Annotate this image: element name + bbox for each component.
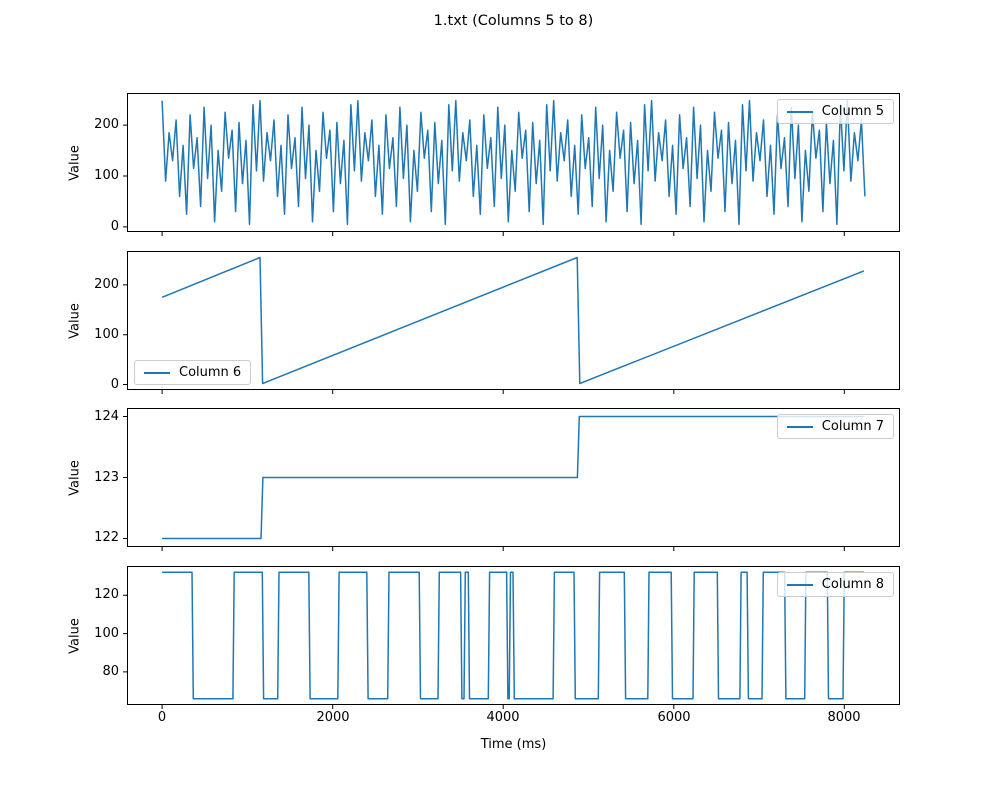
y-tick-label: 123 [94,470,119,485]
tick-marks [123,124,845,236]
line-chart-column-5 [123,99,866,236]
legend-label: Column 7 [821,419,884,434]
x-tick-label: 0 [157,710,167,725]
subplot-column-5: Value Column 5 0 100 200 [68,93,900,236]
y-tick-label: 100 [94,626,119,641]
figure-title: 1.txt (Columns 5 to 8) [433,13,594,29]
y-tick-label: 200 [94,277,119,292]
subplot-column-7: Value Column 7 122 123 124 [68,408,900,551]
x-tick-label: 4000 [486,710,520,725]
x-tick-label: 6000 [657,710,691,725]
y-tick-label: 124 [94,409,119,424]
x-tick-label: 2000 [316,710,350,725]
subplot-column-6: Value Column 6 0 100 200 [68,251,900,394]
tick-marks [123,416,845,551]
line-chart-column-7 [123,415,864,551]
y-tick-label: 100 [94,327,119,342]
line-chart-column-8 [123,571,864,709]
legend: Column 8 [776,572,894,597]
legend-label: Column 6 [179,365,242,380]
legend-label: Column 8 [821,577,884,592]
y-tick-label: 100 [94,168,119,183]
legend: Column 5 [776,99,894,124]
data-line [162,415,864,540]
tick-marks [123,594,845,709]
legend-line-sample [144,371,170,374]
data-line [161,99,866,226]
legend-line-sample [786,110,813,113]
x-tick-label: 8000 [827,710,861,725]
legend-line-sample [786,583,813,586]
x-axis-label: Time (ms) [480,737,547,752]
y-tick-label: 122 [94,530,119,545]
legend: Column 7 [776,414,894,439]
y-tick-label: 80 [102,664,119,679]
y-tick-label: 200 [94,117,119,132]
subplot-column-8: Value Column 8 80 100 120 0 2000 4000 6000 8000 [68,566,900,725]
legend: Column 6 [134,360,252,385]
line-chart-column-6 [123,256,865,394]
y-tick-label: 0 [110,377,119,392]
data-line [162,571,864,700]
y-tick-label: 0 [110,219,119,234]
legend-line-sample [786,425,813,428]
tick-marks [123,284,845,394]
y-tick-label: 120 [94,587,119,602]
legend-label: Column 5 [821,104,884,119]
data-line [161,256,865,385]
axes-frame [127,251,900,390]
